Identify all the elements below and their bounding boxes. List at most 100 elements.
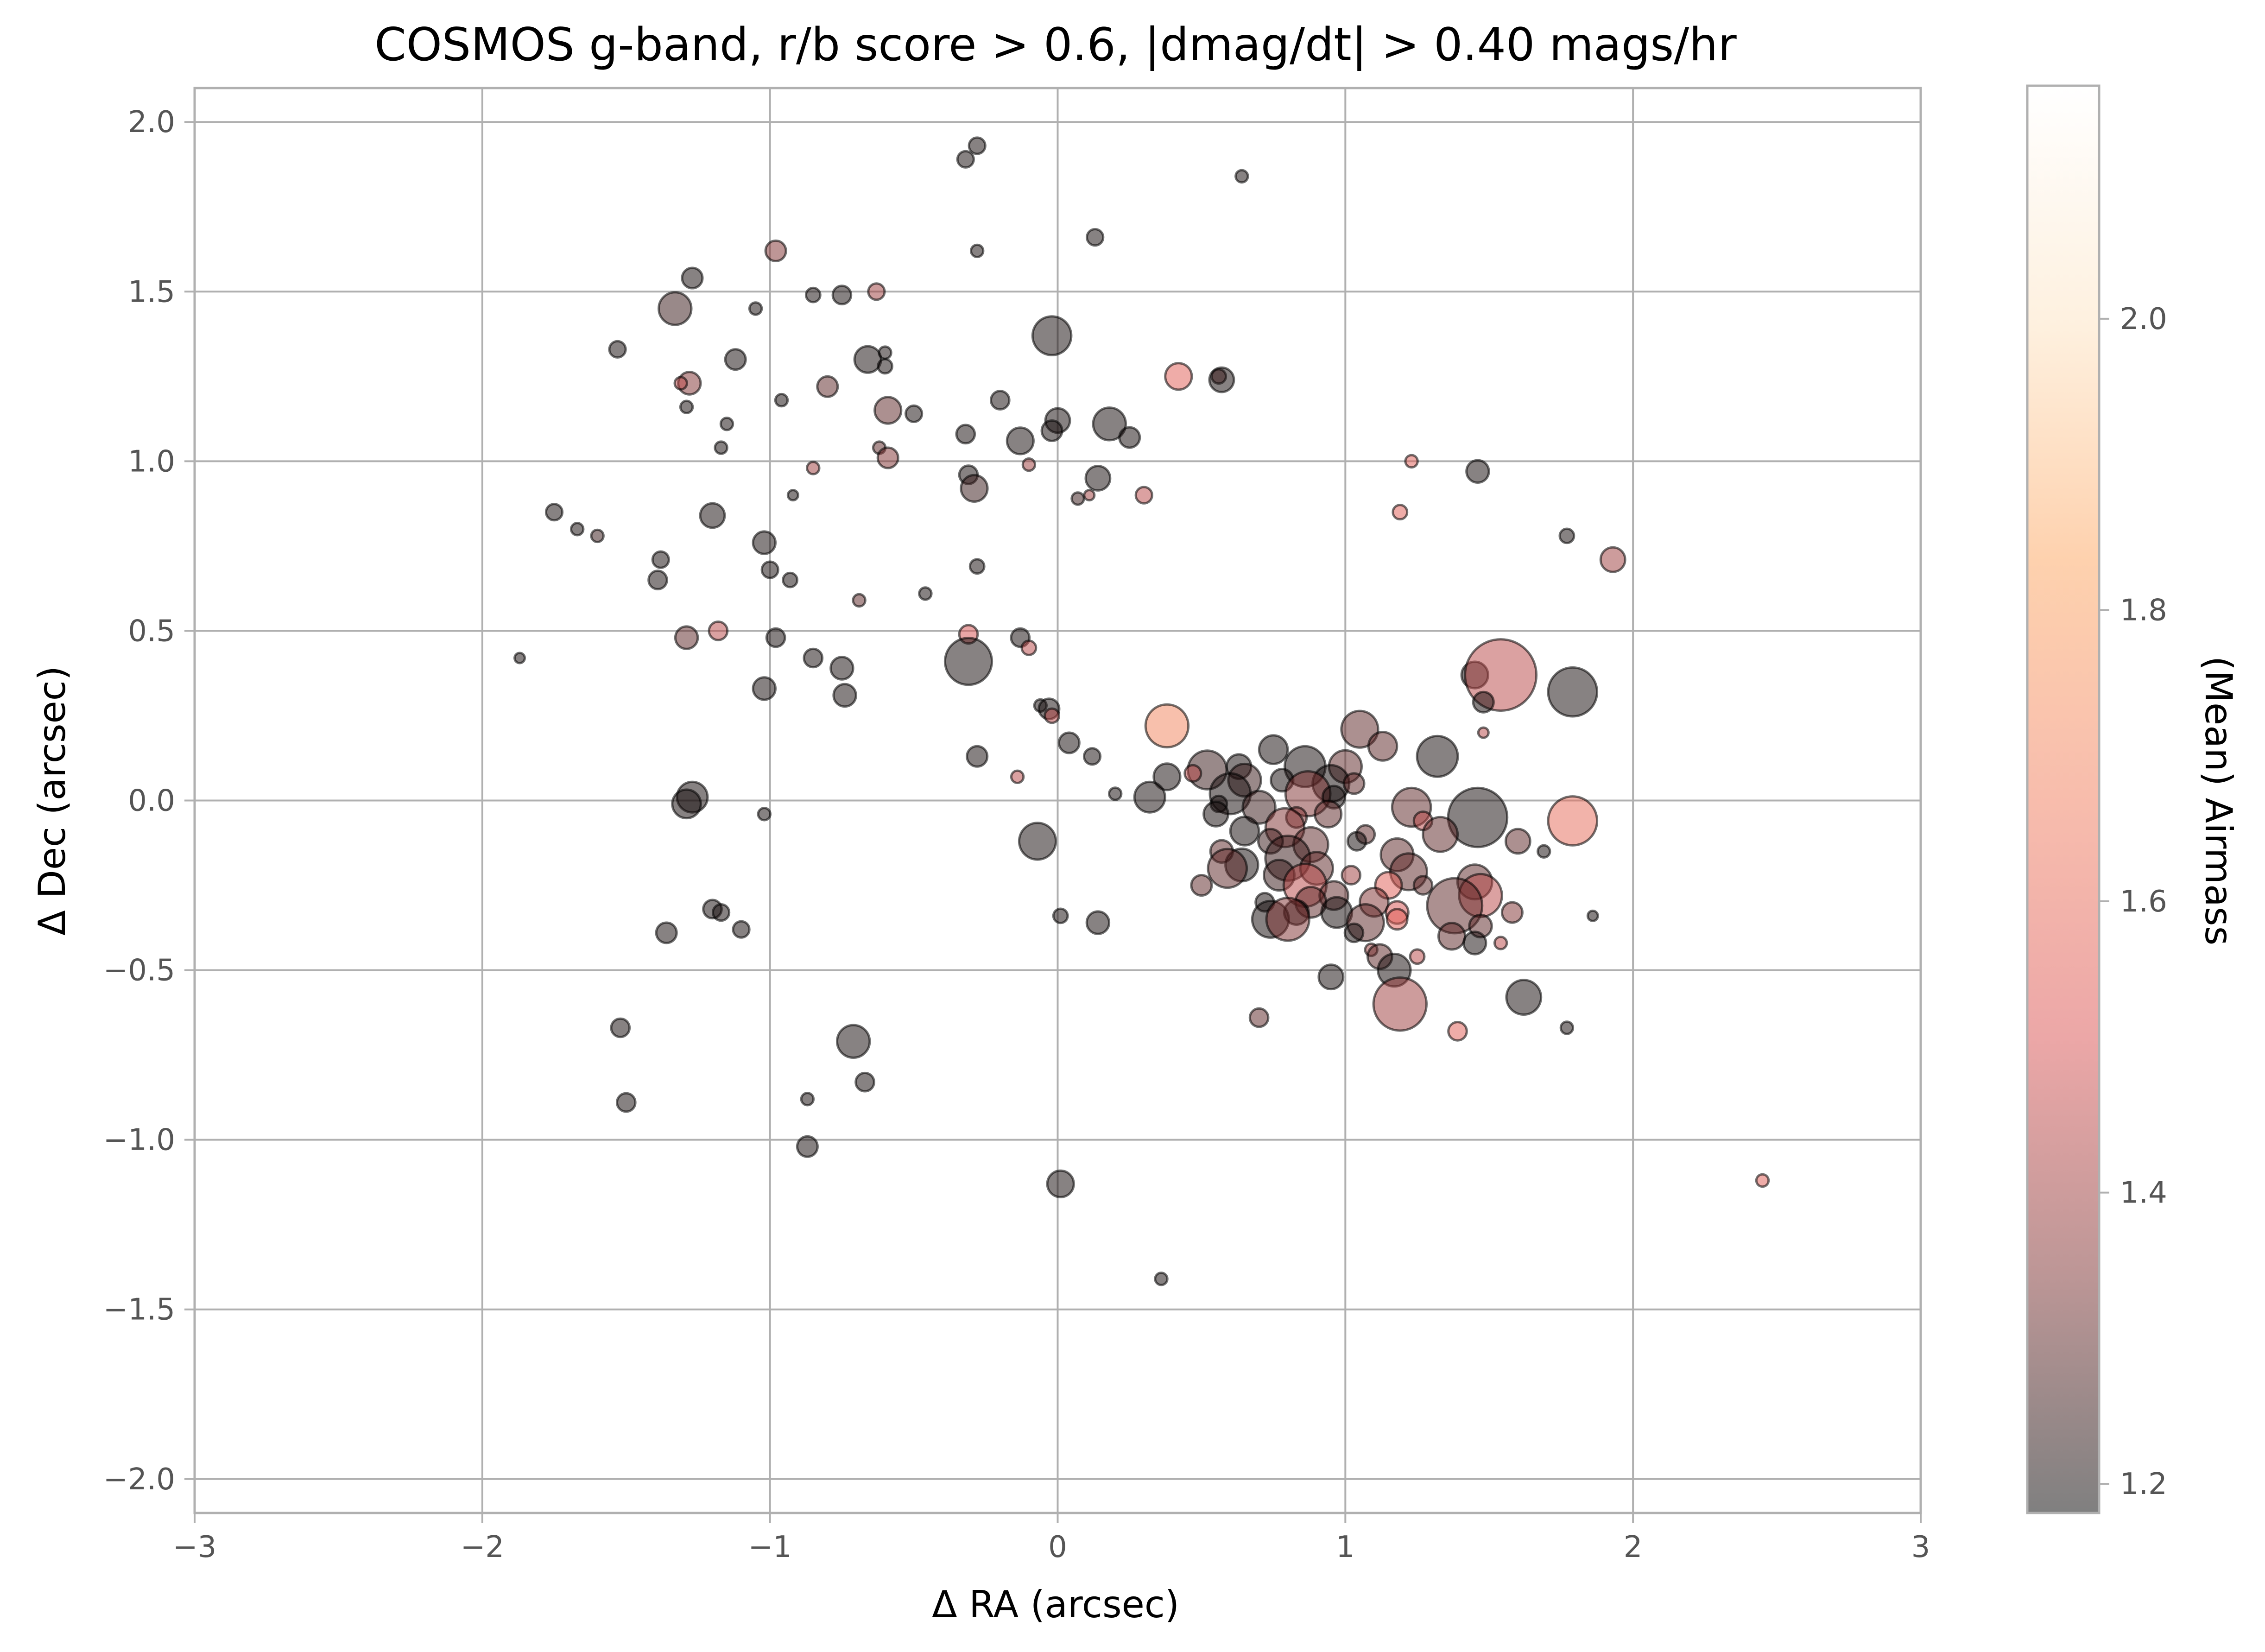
- scatter-point: [719, 417, 734, 431]
- scatter-point: [1447, 1021, 1468, 1042]
- scatter-point: [1404, 454, 1419, 469]
- scatter-point: [1082, 747, 1102, 766]
- y-tick-label: 2.0: [128, 105, 175, 139]
- scatter-point: [1341, 865, 1361, 886]
- scatter-point: [1559, 1020, 1575, 1035]
- scatter-point: [829, 656, 854, 681]
- scatter-point: [1202, 800, 1229, 828]
- scatter-point: [1392, 504, 1409, 521]
- scatter-point: [1031, 315, 1073, 356]
- scatter-point: [1229, 816, 1260, 847]
- chart-title: COSMOS g-band, r/b score > 0.6, |dmag/dt…: [374, 19, 1737, 71]
- scatter-point: [1057, 731, 1081, 754]
- scatter-point: [616, 1092, 637, 1113]
- scatter-point: [671, 788, 702, 820]
- scatter-point: [752, 530, 777, 555]
- scatter-point: [918, 586, 933, 601]
- scatter-point: [712, 903, 731, 922]
- y-tick-label: 1.5: [128, 275, 175, 309]
- scatter-point: [708, 620, 729, 641]
- scatter-point: [764, 239, 787, 262]
- scatter-point: [853, 345, 882, 374]
- scatter-point: [673, 376, 688, 391]
- scatter-point: [1500, 901, 1524, 924]
- scatter-point: [1144, 703, 1190, 749]
- scatter-point: [1084, 465, 1112, 492]
- x-tick-label: −1: [748, 1530, 791, 1564]
- scatter-point: [1044, 707, 1061, 724]
- scatter-point: [804, 286, 822, 304]
- scatter-point: [1052, 907, 1069, 924]
- y-tick-label: −1.0: [103, 1123, 175, 1158]
- scatter-point: [748, 301, 763, 316]
- scatter-point: [724, 348, 747, 371]
- scatter-point: [732, 920, 751, 939]
- scatter-point: [1342, 772, 1366, 795]
- colorbar-gradient: [2026, 84, 2101, 1514]
- scatter-point: [1040, 419, 1063, 442]
- scatter-point: [956, 150, 975, 169]
- scatter-point: [1234, 169, 1249, 184]
- scatter-point: [1134, 486, 1153, 505]
- y-tick-label: 0.0: [128, 784, 175, 818]
- scatter-point: [877, 358, 893, 375]
- scatter-point: [1046, 1169, 1075, 1198]
- colorbar-label: (Mean) Airmass: [2197, 656, 2240, 946]
- scatter-point: [905, 404, 924, 424]
- scatter-point: [1258, 734, 1289, 765]
- scatter-point: [970, 243, 985, 259]
- scatter-point: [960, 474, 989, 503]
- scatter-point: [647, 570, 668, 590]
- scatter-point: [1241, 790, 1277, 825]
- scatter-point: [1537, 844, 1551, 859]
- axes: −3 −2 −1 0 1 2 3 −2.0 −1.5 −1.0 −0.5 0.0 0.5 1.0 1.5 2.…: [103, 87, 1930, 1564]
- grid: [194, 88, 1922, 1513]
- scatter-point: [1477, 726, 1490, 739]
- scatter-point: [1547, 666, 1599, 718]
- scatter-point: [714, 440, 728, 455]
- y-tick-label: −2.0: [103, 1462, 175, 1497]
- scatter-point: [806, 461, 821, 475]
- scatter-point: [1493, 936, 1508, 950]
- scatter-point: [1006, 426, 1035, 456]
- y-tick-label: −0.5: [103, 954, 175, 988]
- scatter-point: [513, 652, 526, 665]
- scatter-point: [1505, 979, 1543, 1016]
- scatter-point: [1558, 527, 1575, 544]
- colorbar-tick-label: 1.6: [2120, 885, 2167, 919]
- scatter-point: [876, 446, 899, 469]
- scatter-point: [873, 396, 903, 425]
- scatter-point: [1070, 491, 1085, 506]
- scatter-point: [651, 550, 670, 569]
- scatter-point: [679, 399, 694, 414]
- scatter-point: [1207, 848, 1248, 889]
- scatter-point: [854, 1071, 875, 1093]
- x-tick-label: 3: [1911, 1530, 1930, 1564]
- scatter-point: [803, 647, 824, 669]
- x-tick-label: 0: [1048, 1530, 1067, 1564]
- scatter-point: [1372, 976, 1428, 1032]
- scatter-point: [782, 571, 798, 589]
- scatter-point: [1154, 1272, 1169, 1286]
- y-tick-label: 0.5: [128, 614, 175, 648]
- plot-frame: [193, 87, 1922, 1514]
- scatter-point: [1317, 963, 1345, 991]
- scatter-point: [674, 625, 699, 650]
- x-axis-label: Δ RA (arcsec): [932, 1583, 1179, 1626]
- scatter-point: [699, 502, 726, 529]
- x-tick-label: −3: [173, 1530, 216, 1564]
- scatter-point: [1465, 459, 1490, 484]
- scatter-point: [760, 560, 779, 579]
- scatter-point: [1437, 922, 1467, 951]
- scatter-points: [513, 136, 1770, 1286]
- scatter-point: [1018, 822, 1057, 861]
- scatter-point: [608, 340, 627, 359]
- scatter-point: [1108, 786, 1123, 801]
- scatter-point: [968, 136, 987, 155]
- scatter-point: [1755, 1173, 1770, 1188]
- scatter-point: [1409, 948, 1426, 965]
- scatter-point: [955, 424, 976, 445]
- scatter-point: [1152, 762, 1182, 791]
- scatter-point: [867, 282, 886, 301]
